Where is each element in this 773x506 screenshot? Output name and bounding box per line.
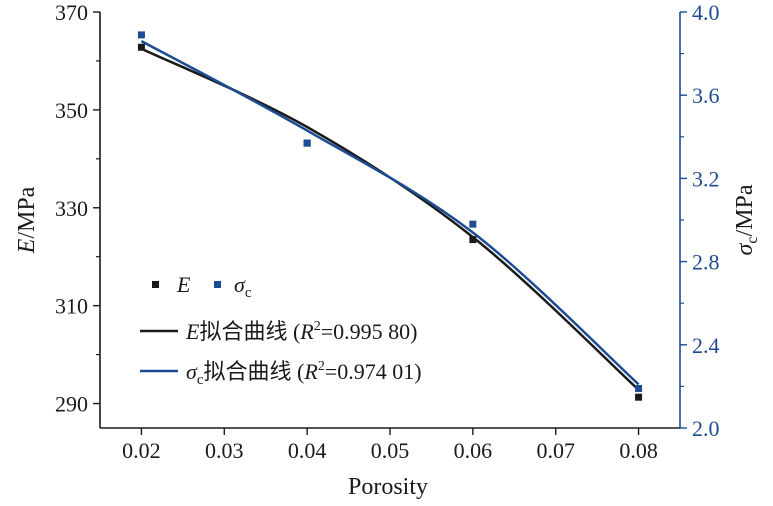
y-left-tick-label: 350 (55, 98, 88, 123)
y-left-axis-title: E/MPa (14, 186, 40, 254)
y-left-tick-label: 370 (55, 0, 88, 25)
y-right-axis-unit: /MPa (732, 184, 758, 236)
y-right-tick-label: 2.0 (692, 416, 720, 441)
legend-label-sigma: σc (234, 272, 252, 301)
x-tick-label: 0.07 (536, 438, 575, 463)
x-tick-label: 0.05 (371, 438, 410, 463)
y-right-tick-label: 2.4 (692, 333, 720, 358)
legend-label-e-fit: E拟合曲线 (R2=0.995 80) (185, 319, 417, 344)
y-left-tick-label: 330 (55, 196, 88, 221)
legend-label-sigma-fit: σc拟合曲线 (R2=0.974 01) (186, 359, 422, 388)
y-right-ticks: 2.0 2.4 2.8 3.2 3.6 4.0 (680, 0, 720, 441)
x-tick-label: 0.03 (205, 438, 244, 463)
data-point-e (635, 393, 643, 401)
x-tick-label: 0.06 (454, 438, 493, 463)
y-right-tick-label: 2.8 (692, 250, 720, 275)
y-left-ticks: 290 310 330 350 370 (55, 0, 100, 417)
data-point-e (137, 43, 145, 51)
x-tick-label: 0.04 (288, 438, 327, 463)
legend-label-e: E (176, 272, 191, 297)
y-right-axis-sub: c (744, 237, 761, 244)
fit-curves (140, 40, 640, 391)
y-right-axis-title: σc/MPa (732, 184, 761, 255)
x-axis-title: Porosity (348, 474, 428, 500)
legend-marker-sigma (214, 281, 221, 288)
y-right-tick-label: 4.0 (692, 0, 720, 25)
x-tick-label: 0.08 (619, 438, 658, 463)
y-right-tick-label: 3.6 (692, 83, 720, 108)
legend-marker-e (152, 281, 159, 288)
y-right-axis-symbol: σ (732, 242, 758, 255)
legend: E σc E拟合曲线 (R2=0.995 80) σc拟合曲线 (R2=0.97… (140, 272, 422, 388)
data-point-sigma (469, 220, 477, 228)
fit-curve-sigma (140, 40, 640, 386)
data-point-sigma (303, 139, 311, 147)
y-left-axis-unit: /MPa (14, 186, 40, 238)
x-tick-label: 0.02 (122, 438, 161, 463)
data-point-e (469, 236, 477, 244)
x-ticks: 0.02 0.03 0.04 0.05 0.06 0.07 0.08 (122, 428, 658, 463)
y-left-axis-symbol: E (14, 238, 40, 254)
data-point-sigma (635, 384, 643, 392)
data-points (137, 31, 643, 401)
y-right-tick-label: 3.2 (692, 166, 720, 191)
data-point-sigma (137, 31, 145, 39)
y-left-tick-label: 310 (55, 294, 88, 319)
y-left-tick-label: 290 (55, 392, 88, 417)
